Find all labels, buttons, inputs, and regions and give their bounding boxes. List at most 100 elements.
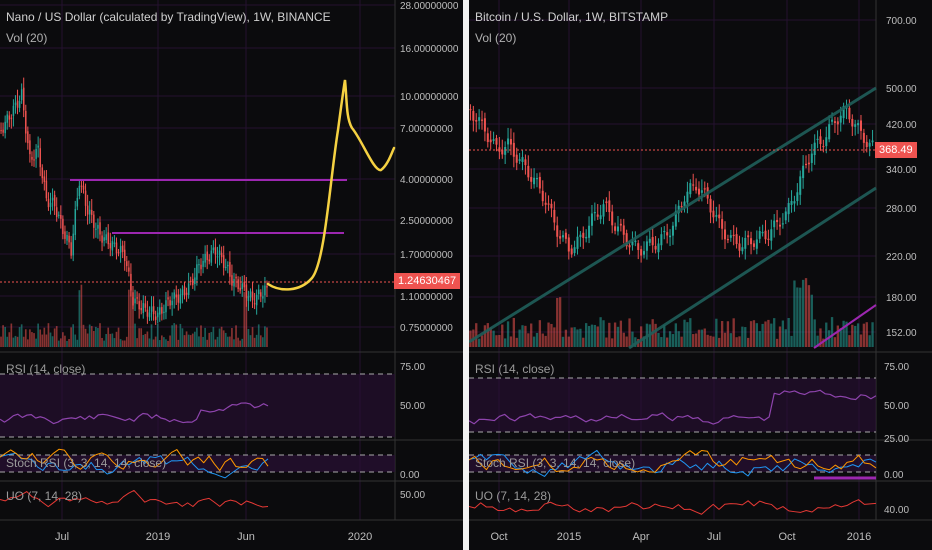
btc-volume-bar: [671, 334, 675, 347]
nano-volume-bar: [82, 324, 85, 347]
btc-volume-bar: [807, 285, 811, 347]
btc-candle-body: [770, 229, 773, 241]
btc-candle-body: [813, 142, 816, 156]
nano-volume-bar: [88, 324, 91, 347]
btc-candle-body: [527, 165, 530, 178]
nano-candle-body: [86, 205, 89, 215]
btc-volume-bar: [793, 280, 796, 347]
btc-candle-body: [483, 118, 486, 132]
nano-price-tick-label: 28.00000000: [400, 1, 459, 12]
btc-volume-bar: [842, 320, 845, 347]
btc-volume-bar: [854, 325, 857, 347]
btc-volume-bar: [663, 324, 666, 347]
nano-candle-body: [253, 303, 256, 305]
btc-volume-bar: [851, 324, 854, 347]
nano-volume-bar: [196, 327, 198, 347]
btc-volume-bar: [619, 320, 623, 347]
btc-volume-bar: [747, 337, 750, 347]
btc-price-axis-bg: [876, 0, 932, 550]
nano-volume-bar: [171, 325, 173, 347]
btc-current-price-tag: 368.49: [875, 142, 917, 158]
nano-volume-bar: [33, 333, 35, 347]
nano-candle-body: [255, 294, 258, 306]
nano-candle-body: [80, 185, 83, 187]
btc-volume-bar: [804, 278, 808, 347]
btc-volume-bar: [677, 331, 680, 347]
btc-candle-body: [472, 110, 475, 121]
nano-chart-panel[interactable]: 28.00000000 16.00000000 10.00000000 7.00000…: [0, 0, 463, 550]
btc-chart-panel[interactable]: 700.00 500.00 420.00 340.00 280.00 220.00 180.…: [469, 0, 932, 550]
btc-volume-bar: [700, 329, 704, 347]
nano-candle-body: [237, 279, 239, 289]
nano-uo-line: [0, 489, 269, 508]
btc-candle-body: [590, 213, 593, 226]
btc-candle-body: [567, 237, 570, 252]
btc-candle-body: [533, 177, 536, 185]
btc-candle-body: [680, 206, 683, 208]
btc-volume-bar: [524, 325, 527, 347]
btc-candle-body: [582, 232, 585, 238]
nano-candle-body: [16, 100, 19, 108]
nano-volume-bar: [255, 334, 258, 347]
nano-volume-bar: [179, 323, 182, 347]
nano-current-price-tag: 1.24630467: [394, 273, 461, 289]
btc-volume-bar: [657, 332, 660, 347]
nano-candle-body: [144, 303, 147, 308]
nano-volume-bar: [259, 335, 262, 347]
nano-volume-bar: [163, 337, 165, 347]
nano-candle-body: [10, 117, 13, 119]
btc-candle-body: [550, 203, 553, 209]
nano-volume-bar: [249, 335, 252, 347]
nano-candle-body: [70, 242, 72, 256]
nano-candle-body: [222, 255, 225, 268]
btc-candle-body: [509, 139, 512, 145]
nano-candle-body: [39, 148, 41, 168]
nano-volume-bar: [62, 332, 64, 347]
btc-volume-bar: [590, 324, 594, 347]
nano-volume-bar: [200, 325, 202, 347]
nano-volume-bar: [218, 328, 221, 347]
nano-candle-body: [262, 296, 264, 299]
btc-candle-body: [498, 147, 501, 152]
btc-volume-bar: [622, 332, 625, 347]
nano-candle-body: [64, 231, 66, 239]
btc-volume-bar: [856, 323, 860, 347]
btc-candle-body: [807, 162, 810, 165]
btc-candle-body: [643, 251, 646, 255]
btc-candle-body: [776, 219, 779, 223]
btc-volume-bar: [703, 328, 706, 347]
btc-volume-bar: [613, 322, 617, 347]
btc-volume-bar: [784, 329, 787, 347]
btc-candle-body: [666, 232, 669, 236]
btc-volume-bar: [602, 320, 605, 347]
nano-candle-body: [239, 287, 241, 291]
btc-time-tick-label: Oct: [490, 531, 507, 543]
btc-candle-body: [790, 201, 793, 205]
btc-candle-body: [726, 238, 729, 241]
btc-volume-bar: [810, 294, 813, 347]
nano-candle-body: [115, 242, 118, 254]
btc-candle-body: [805, 163, 808, 166]
nano-candle-body: [14, 102, 17, 106]
nano-volume-bar: [167, 340, 169, 347]
nano-candle-body: [33, 159, 35, 161]
btc-candle-body: [767, 238, 770, 240]
btc-chart-svg[interactable]: 700.00 500.00 420.00 340.00 280.00 220.00 180.…: [469, 0, 932, 550]
btc-candle-body: [489, 139, 492, 143]
nano-volume-bar: [169, 335, 171, 347]
nano-candle-body: [93, 214, 95, 228]
btc-volume-bar: [495, 335, 498, 347]
nano-candle-body: [189, 280, 192, 283]
nano-volume-bar: [257, 324, 260, 347]
nano-time-tick-label: 2020: [348, 531, 372, 543]
btc-volume-bar: [498, 335, 501, 347]
nano-candle-body: [113, 242, 116, 244]
nano-volume-bar: [20, 324, 23, 347]
btc-volume-bar: [839, 328, 842, 347]
nano-volume-bar: [78, 290, 81, 347]
btc-candle-body: [651, 237, 654, 246]
nano-volume-bar: [185, 331, 188, 347]
btc-candle-body: [570, 248, 573, 255]
btc-volume-bar: [486, 323, 489, 347]
nano-volume-bar: [224, 332, 227, 347]
